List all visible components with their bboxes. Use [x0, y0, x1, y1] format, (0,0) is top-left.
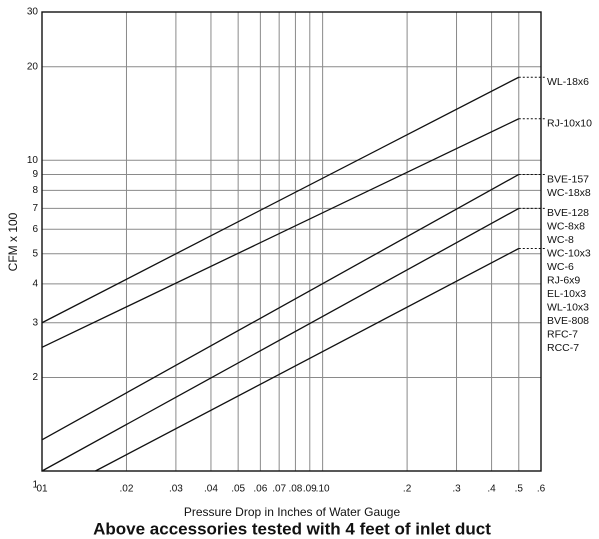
line-label: WL-18x6: [547, 76, 589, 88]
x-tick-label: .5: [515, 484, 524, 495]
line: [41, 173, 520, 441]
line-label: EL-10x3: [547, 288, 586, 300]
x-tick-label: .4: [487, 484, 496, 495]
y-axis-label: CFM x 100: [6, 212, 20, 271]
line: [41, 76, 520, 324]
x-tick-label: .07: [272, 484, 286, 495]
line-label: WC-6: [547, 261, 574, 273]
line: [95, 247, 520, 472]
line-label: WL-10x3: [547, 301, 589, 313]
x-tick-label: .09: [303, 484, 317, 495]
y-tick-label: 1: [32, 480, 38, 491]
line-label: BVE-157: [547, 173, 589, 185]
x-tick-label: .03: [169, 484, 183, 495]
line-label: WC-8x8: [547, 221, 585, 233]
x-tick-label: 01: [36, 484, 48, 495]
y-tick-label: 6: [32, 224, 38, 235]
y-tick-label: 10: [27, 155, 39, 166]
x-tick-label: .02: [120, 484, 134, 495]
x-tick-label: .10: [316, 484, 330, 495]
line-label: RJ-10x10: [547, 118, 592, 130]
line-label: WC-8: [547, 234, 574, 246]
line-label: RFC-7: [547, 328, 578, 340]
x-tick-label: .04: [204, 484, 218, 495]
line-label: RCC-7: [547, 342, 579, 354]
y-tick-label: 8: [32, 185, 38, 196]
y-tick-label: 5: [32, 248, 38, 259]
y-tick-label: 30: [27, 7, 39, 18]
line-label: BVE-808: [547, 315, 589, 327]
line-label: RJ-6x9: [547, 274, 580, 286]
x-tick-label: .2: [403, 484, 412, 495]
line: [41, 118, 520, 348]
y-tick-label: 4: [32, 279, 38, 290]
x-tick-label: .06: [253, 484, 267, 495]
y-tick-label: 9: [32, 169, 38, 180]
y-tick-label: 20: [27, 61, 39, 72]
x-tick-label: .05: [231, 484, 245, 495]
caption: Above accessories tested with 4 feet of …: [93, 519, 491, 538]
x-axis-label: Pressure Drop in Inches of Water Gauge: [184, 505, 401, 519]
y-tick-label: 2: [32, 372, 38, 383]
plot-frame: [41, 11, 542, 472]
line-label: BVE-128: [547, 207, 589, 219]
x-tick-label: .3: [452, 484, 461, 495]
y-tick-label: 3: [32, 317, 38, 328]
x-tick-label: .08: [288, 484, 302, 495]
line-label: WC-18x8: [547, 187, 591, 199]
x-tick-label: .6: [537, 484, 546, 495]
line-label: WC-10x3: [547, 247, 591, 259]
y-tick-label: 7: [32, 203, 38, 214]
line: [41, 207, 520, 472]
